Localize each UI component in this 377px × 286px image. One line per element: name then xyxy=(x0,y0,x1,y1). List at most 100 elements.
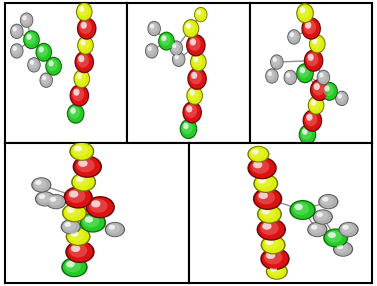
Circle shape xyxy=(81,22,87,29)
Circle shape xyxy=(147,45,155,55)
Circle shape xyxy=(78,19,95,38)
Circle shape xyxy=(321,196,333,205)
Circle shape xyxy=(79,6,84,12)
Circle shape xyxy=(71,172,96,192)
Circle shape xyxy=(78,37,93,54)
Circle shape xyxy=(304,20,316,34)
Circle shape xyxy=(286,73,290,78)
Circle shape xyxy=(186,23,191,29)
Circle shape xyxy=(34,179,46,189)
Circle shape xyxy=(294,204,303,210)
Circle shape xyxy=(173,53,185,66)
Circle shape xyxy=(191,54,205,70)
Circle shape xyxy=(311,37,322,49)
Circle shape xyxy=(185,104,197,118)
Circle shape xyxy=(11,44,23,58)
Circle shape xyxy=(266,252,275,259)
Circle shape xyxy=(64,260,81,272)
Circle shape xyxy=(187,87,202,104)
Circle shape xyxy=(247,146,270,162)
Circle shape xyxy=(260,248,290,270)
Circle shape xyxy=(80,20,92,34)
Circle shape xyxy=(146,44,158,58)
Circle shape xyxy=(185,21,195,33)
Circle shape xyxy=(77,54,89,67)
Circle shape xyxy=(67,189,86,203)
Circle shape xyxy=(184,102,201,122)
Circle shape xyxy=(78,160,87,167)
Circle shape xyxy=(69,142,94,161)
Circle shape xyxy=(174,53,182,63)
Circle shape xyxy=(267,264,287,279)
Circle shape xyxy=(310,224,322,233)
Circle shape xyxy=(296,63,314,83)
Circle shape xyxy=(311,80,328,100)
Circle shape xyxy=(314,210,332,224)
Circle shape xyxy=(322,197,328,202)
Circle shape xyxy=(67,207,75,213)
Circle shape xyxy=(337,93,345,102)
Circle shape xyxy=(171,42,179,52)
Circle shape xyxy=(313,209,333,225)
Circle shape xyxy=(83,215,100,228)
Circle shape xyxy=(73,89,80,96)
Circle shape xyxy=(182,19,199,38)
Circle shape xyxy=(63,186,93,208)
Circle shape xyxy=(31,177,51,192)
Circle shape xyxy=(28,58,40,72)
Circle shape xyxy=(81,214,104,231)
Circle shape xyxy=(63,204,86,221)
Circle shape xyxy=(64,222,71,227)
Circle shape xyxy=(336,92,348,105)
Circle shape xyxy=(12,27,17,31)
Circle shape xyxy=(289,200,316,220)
Circle shape xyxy=(310,98,320,110)
Circle shape xyxy=(37,44,51,61)
Circle shape xyxy=(80,212,106,233)
Circle shape xyxy=(304,49,323,72)
Circle shape xyxy=(106,223,124,236)
Circle shape xyxy=(12,26,20,35)
Circle shape xyxy=(270,266,277,272)
Circle shape xyxy=(321,82,338,101)
Circle shape xyxy=(67,228,89,245)
Circle shape xyxy=(262,223,271,230)
Circle shape xyxy=(266,69,278,83)
Circle shape xyxy=(307,222,327,237)
Circle shape xyxy=(147,46,152,51)
Circle shape xyxy=(10,43,23,59)
Circle shape xyxy=(304,111,321,130)
Circle shape xyxy=(35,43,52,62)
Circle shape xyxy=(68,105,83,122)
Circle shape xyxy=(183,123,188,129)
Circle shape xyxy=(80,39,86,45)
Circle shape xyxy=(50,197,56,202)
Circle shape xyxy=(261,221,279,235)
Circle shape xyxy=(260,207,276,219)
Circle shape xyxy=(73,174,95,190)
Circle shape xyxy=(293,202,309,215)
Circle shape xyxy=(63,258,86,276)
Circle shape xyxy=(258,178,266,184)
Circle shape xyxy=(45,57,62,76)
Circle shape xyxy=(308,54,314,61)
Circle shape xyxy=(77,73,82,79)
Circle shape xyxy=(48,60,54,66)
Circle shape xyxy=(105,222,125,237)
Circle shape xyxy=(78,55,84,62)
Circle shape xyxy=(297,64,313,82)
Circle shape xyxy=(305,22,311,29)
Circle shape xyxy=(72,87,84,101)
Circle shape xyxy=(333,241,353,257)
Circle shape xyxy=(69,190,78,198)
Circle shape xyxy=(76,72,86,84)
Circle shape xyxy=(266,263,288,280)
Circle shape xyxy=(319,195,337,208)
Circle shape xyxy=(300,67,305,74)
Circle shape xyxy=(62,203,87,222)
Circle shape xyxy=(264,251,282,265)
Circle shape xyxy=(310,79,329,101)
Circle shape xyxy=(284,71,296,84)
Circle shape xyxy=(71,86,88,105)
Circle shape xyxy=(65,241,95,263)
